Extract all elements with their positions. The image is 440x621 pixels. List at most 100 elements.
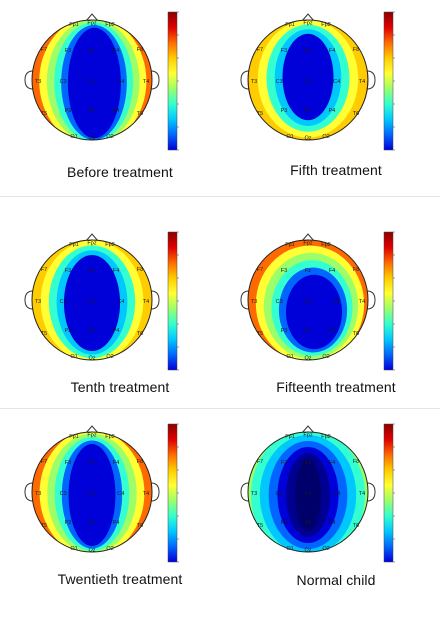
electrode-label-fp1: Fp1 (69, 434, 78, 440)
left-ear-outline (24, 70, 34, 90)
left-ear-outline (24, 482, 34, 502)
electrode-label-f4: F4 (113, 460, 119, 466)
electrode-label-cz: Cz (89, 299, 96, 305)
electrode-label-t4: T4 (143, 79, 149, 85)
right-ear-outline (366, 290, 376, 310)
electrode-label-t6: T6 (137, 523, 143, 529)
electrode-label-p4: P4 (113, 520, 120, 526)
electrode-label-c4: C4 (117, 491, 124, 497)
electrode-label-oz: Oz (88, 548, 95, 554)
electrode-label-fp2: Fp2 (105, 242, 114, 248)
electrode-label-o2: O2 (106, 546, 113, 552)
electrode-label-fp1: Fp1 (285, 434, 294, 440)
electrode-label-f7: F7 (257, 267, 263, 273)
electrode-label-c4: C4 (333, 79, 340, 85)
head-outline (247, 19, 369, 141)
nose-outline (301, 233, 315, 242)
electrode-label-cz: Cz (89, 79, 96, 85)
topomap-panel-tenth: Fp1 Fpz Fp2 F7 F3 Fz F4 F8 T3 C3 Cz C4 T4 T5 P3 Pz P4 T6 O… (20, 228, 220, 398)
electrode-label-p4: P4 (329, 108, 336, 114)
activity-contours (248, 240, 368, 360)
electrode-label-f8: F8 (353, 459, 359, 465)
electrode-label-oz: Oz (304, 136, 311, 142)
electrode-label-fpz: Fpz (303, 240, 312, 246)
caption-fifteenth: Fifteenth treatment (276, 379, 396, 395)
electrode-label-f4: F4 (113, 48, 119, 54)
electrode-label-t4: T4 (359, 491, 365, 497)
electrode-label-f4: F4 (329, 268, 335, 274)
electrode-label-f8: F8 (353, 267, 359, 273)
right-ear-outline (150, 482, 160, 502)
electrode-label-f8: F8 (137, 47, 143, 53)
electrode-label-fp2: Fp2 (321, 22, 330, 28)
electrode-label-f3: F3 (281, 268, 287, 274)
activity-contours (32, 432, 152, 552)
electrode-label-t5: T5 (41, 331, 47, 337)
electrode-label-c3: C3 (276, 491, 283, 497)
nose-outline (301, 425, 315, 434)
electrode-label-f3: F3 (65, 48, 71, 54)
right-ear-outline (150, 290, 160, 310)
activity-contours (32, 20, 152, 140)
caption-tenth: Tenth treatment (70, 379, 170, 395)
activity-contours (32, 240, 152, 360)
topographic-map-fifteenth: Fp1 Fpz Fp2 F7 F3 Fz F4 F8 T3 C3 Cz C4 T4 T5 P3 Pz P4 T6 O… (240, 231, 395, 371)
electrode-label-f4: F4 (329, 460, 335, 466)
electrode-label-fp2: Fp2 (321, 242, 330, 248)
electrode-label-pz: Pz (89, 108, 96, 114)
right-ear-outline (150, 70, 160, 90)
electrode-label-o2: O2 (106, 354, 113, 360)
electrode-label-fpz: Fpz (87, 432, 96, 438)
electrode-label-t5: T5 (257, 331, 263, 337)
topomap-panel-fifteenth: Fp1 Fpz Fp2 F7 F3 Fz F4 F8 T3 C3 Cz C4 T4 T5 P3 Pz P4 T6 O… (236, 228, 436, 398)
electrode-label-f7: F7 (41, 459, 47, 465)
left-ear-outline (240, 70, 250, 90)
electrode-label-t4: T4 (359, 79, 365, 85)
electrode-label-pz: Pz (89, 520, 96, 526)
topomap-panel-twentieth: Fp1 Fpz Fp2 F7 F3 Fz F4 F8 T3 C3 Cz C4 T4 T5 P3 Pz P4 T6 O… (20, 420, 220, 595)
topomap-panel-before: Fp1 Fpz Fp2 F7 F3 Fz F4 F8 T3 C3 Cz C4 T4 T5 P3 Pz P4 T6 O… (20, 8, 220, 188)
nose-outline (85, 425, 99, 434)
topomap-panel-fifth: Fp1 Fpz Fp2 F7 F3 Fz F4 F8 T3 C3 Cz C4 T4 T5 P3 Pz P4 T6 O… (236, 8, 436, 188)
electrode-label-fp1: Fp1 (69, 22, 78, 28)
electrode-label-fp2: Fp2 (105, 22, 114, 28)
electrode-label-p3: P3 (65, 328, 72, 334)
electrode-label-t4: T4 (359, 299, 365, 305)
electrode-label-c3: C3 (276, 299, 283, 305)
electrode-label-o1: O1 (70, 134, 77, 140)
electrode-label-f8: F8 (137, 459, 143, 465)
electrode-label-fz: Fz (305, 268, 311, 274)
electrode-label-t3: T3 (35, 491, 41, 497)
electrode-label-fp1: Fp1 (285, 22, 294, 28)
electrode-label-c4: C4 (333, 299, 340, 305)
electrode-label-p3: P3 (281, 328, 288, 334)
caption-twentieth: Twentieth treatment (57, 571, 183, 587)
electrode-label-pz: Pz (89, 328, 96, 334)
electrode-label-c3: C3 (276, 79, 283, 85)
electrode-label-fp2: Fp2 (105, 434, 114, 440)
electrode-label-f3: F3 (65, 268, 71, 274)
right-ear-outline (366, 482, 376, 502)
electrode-label-t3: T3 (251, 79, 257, 85)
colorbar (383, 231, 395, 371)
row-divider-1 (0, 196, 440, 197)
electrode-label-f7: F7 (41, 267, 47, 273)
electrode-label-oz: Oz (88, 136, 95, 142)
electrode-label-f3: F3 (65, 460, 71, 466)
electrode-label-t4: T4 (143, 299, 149, 305)
electrode-label-o2: O2 (106, 134, 113, 140)
electrode-label-fpz: Fpz (303, 432, 312, 438)
electrode-label-o1: O1 (286, 546, 293, 552)
topographic-map-fifth: Fp1 Fpz Fp2 F7 F3 Fz F4 F8 T3 C3 Cz C4 T4 T5 P3 Pz P4 T6 O… (240, 11, 395, 151)
colorbar (383, 423, 395, 563)
electrode-label-o1: O1 (70, 354, 77, 360)
electrode-label-t6: T6 (137, 111, 143, 117)
electrode-label-c3: C3 (60, 299, 67, 305)
electrode-label-f7: F7 (257, 47, 263, 53)
electrode-label-pz: Pz (305, 520, 312, 526)
electrode-label-o2: O2 (322, 134, 329, 140)
topographic-map-before: Fp1 Fpz Fp2 F7 F3 Fz F4 F8 T3 C3 Cz C4 T4 T5 P3 Pz P4 T6 O… (24, 11, 179, 151)
electrode-label-f8: F8 (353, 47, 359, 53)
electrode-label-t5: T5 (41, 523, 47, 529)
nose-outline (85, 13, 99, 22)
